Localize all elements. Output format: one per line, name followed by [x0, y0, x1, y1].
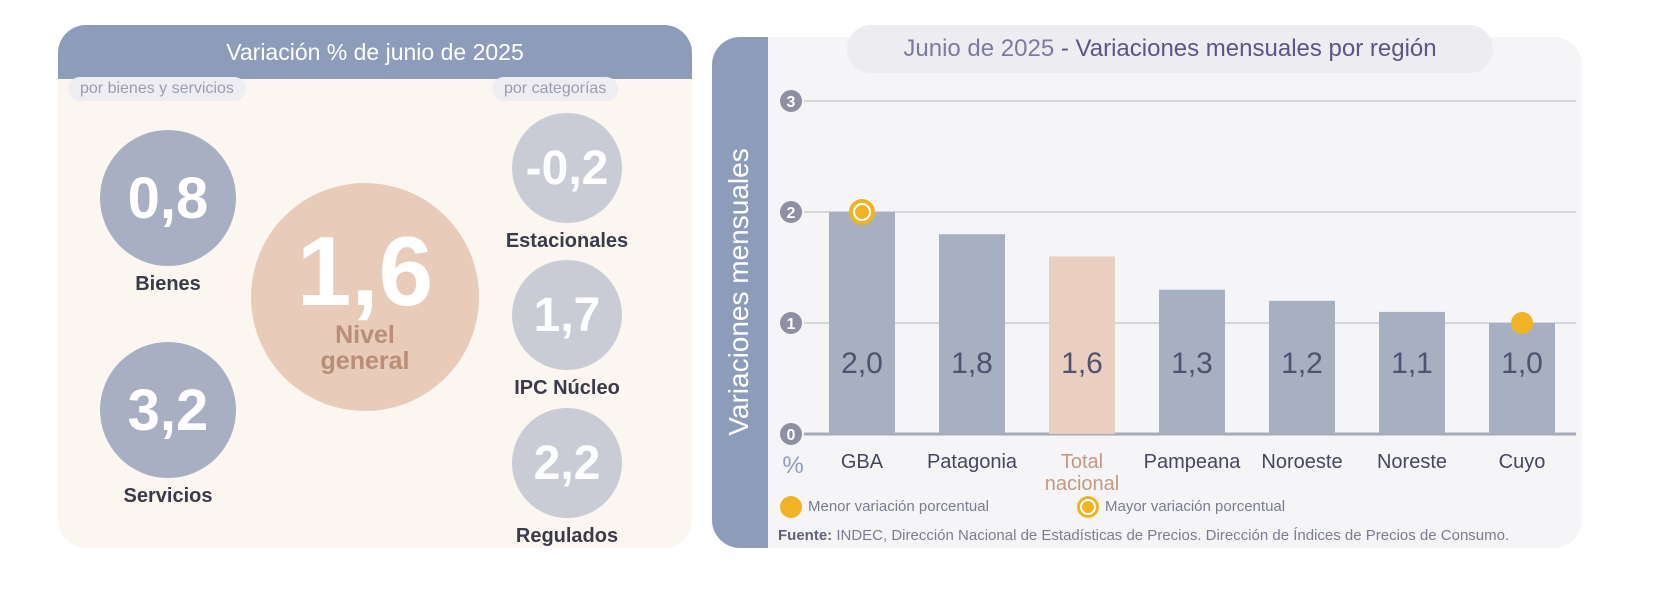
y-tick-label: 3 [787, 94, 796, 111]
source-text: INDEC, Dirección Nacional de Estadística… [836, 527, 1510, 544]
legend-min-marker-icon [780, 496, 802, 518]
general-level-label-line1: Nivel [335, 321, 395, 349]
x-tick-label: Noroeste [1261, 451, 1342, 473]
x-tick-label: Pampeana [1144, 451, 1242, 473]
regulated-circle: 2,2 [512, 408, 622, 518]
bar [829, 212, 895, 434]
services-label: Servicios [123, 485, 213, 507]
x-tick-label: Total [1061, 451, 1103, 473]
chart-title-main: Variaciones mensuales por región [1075, 35, 1437, 62]
bar-value-label: 1,0 [1501, 347, 1543, 380]
bar-value-label: 1,2 [1281, 347, 1323, 380]
x-tick-label: nacional [1045, 473, 1120, 495]
regulated-label: Regulados [515, 525, 619, 547]
bar-value-label: 2,0 [841, 347, 883, 380]
chart-title-separator: - [1060, 35, 1069, 62]
bar [1379, 311, 1445, 434]
y-tick-bubble [780, 423, 802, 445]
x-tick-label: Patagonia [927, 451, 1018, 473]
y-tick-label: 2 [787, 205, 796, 222]
seasonal-label: Estacionales [505, 230, 629, 252]
goods-label: Bienes [135, 273, 201, 295]
core-value: 1,7 [533, 288, 601, 342]
x-tick-label: GBA [841, 451, 884, 473]
goods-services-label: por bienes y servicios [68, 77, 246, 101]
regulated-value: 2,2 [533, 436, 601, 490]
y-tick-bubble [780, 201, 802, 223]
legend-max-label: Mayor variación porcentual [1105, 498, 1286, 515]
legend-min-label: Menor variación porcentual [808, 498, 989, 515]
chart-title: Junio de 2025 - Variaciones mensuales po… [847, 25, 1493, 73]
bar-value-label: 1,3 [1171, 347, 1213, 380]
y-tick-bubble [780, 90, 802, 112]
bar [1049, 256, 1115, 434]
chart-title-date: Junio de 2025 [903, 35, 1055, 62]
services-value: 3,2 [127, 377, 209, 443]
bar [939, 234, 1005, 434]
left-panel: Variación % de junio de 2025 por bienes … [58, 25, 692, 548]
x-tick-label: Cuyo [1499, 451, 1546, 473]
chart-legend: Menor variación porcentual Mayor variaci… [780, 496, 1480, 520]
general-level-value: 1,6 [296, 216, 434, 326]
left-panel-header: Variación % de junio de 2025 [58, 25, 692, 79]
bar-value-label: 1,6 [1061, 347, 1103, 380]
seasonal-circle: -0,2 [512, 113, 622, 223]
categories-label: por categorías [492, 77, 619, 101]
bar [1489, 323, 1555, 434]
seasonal-value: -0,2 [525, 141, 609, 195]
y-unit-label: % [782, 452, 803, 479]
general-level-circle: 1,6 Nivel general [251, 183, 479, 411]
services-circle: 3,2 [100, 342, 236, 478]
bar [1159, 289, 1225, 434]
bar [1269, 300, 1335, 434]
goods-value: 0,8 [127, 165, 209, 231]
source-label: Fuente: [778, 527, 833, 544]
x-tick-label: Noreste [1377, 451, 1447, 473]
max-marker [849, 199, 875, 225]
bar-value-label: 1,8 [951, 347, 993, 380]
core-label: IPC Núcleo [514, 377, 620, 399]
core-circle: 1,7 [512, 260, 622, 370]
y-tick-label: 1 [787, 316, 796, 333]
general-level-label-line2: general [320, 347, 410, 375]
source-note: Fuente: INDEC, Dirección Nacional de Est… [778, 527, 1509, 544]
goods-circle: 0,8 [100, 130, 236, 266]
y-axis-bar [712, 37, 768, 548]
y-tick-label: 0 [787, 427, 796, 444]
min-marker [1511, 312, 1533, 334]
max-marker-ring [853, 203, 871, 221]
bar-value-label: 1,1 [1391, 347, 1433, 380]
legend-max-marker-icon [1077, 496, 1099, 518]
y-tick-bubble [780, 312, 802, 334]
